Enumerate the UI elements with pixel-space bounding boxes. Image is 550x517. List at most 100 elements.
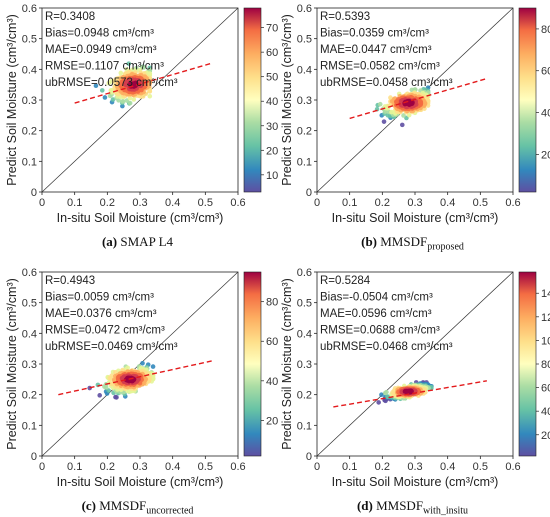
scatter-point [147, 93, 153, 99]
y-axis-label: Predict Soil Moisture (cm³/cm³) [280, 14, 294, 186]
x-tick-label: 0.3 [132, 461, 147, 473]
stats-text: ubRMSE=0.0468 cm³/cm³ [320, 341, 453, 353]
y-tick-label: 0.1 [297, 420, 312, 432]
scatter-point [120, 103, 125, 109]
colorbar-tick-label: 100 [541, 335, 550, 347]
y-tick-label: 0.1 [22, 420, 37, 432]
x-tick-label: 0.4 [440, 197, 455, 209]
panel-0: 00 0.1 0.1 0.2 0.2 0.3 0.3 0.4 0.4 0.5 0.5 0.6 0.6 In… [5, 3, 278, 225]
colorbar-tick-label: 80 [541, 359, 550, 371]
scatter-point [113, 394, 118, 400]
stats-text: Bias=0.0359 cm³/cm³ [320, 28, 429, 40]
x-axis-label: In-situ Soil Moisture (cm³/cm³) [332, 475, 499, 489]
x-tick-label: 0.6 [505, 461, 520, 473]
y-tick-label: 0 [306, 451, 312, 463]
colorbar [518, 7, 537, 193]
x-tick-label: 0.4 [440, 461, 455, 473]
stats-text: RMSE=0.0582 cm³/cm³ [320, 61, 440, 73]
y-tick-label: 0.4 [297, 328, 312, 340]
colorbar [243, 7, 262, 193]
colorbar [518, 271, 537, 457]
y-tick-label: 0.3 [22, 359, 37, 371]
y-tick-label: 0.3 [297, 95, 312, 107]
scatter-point [102, 95, 108, 100]
scatter-point [97, 393, 103, 398]
stats-text: R=0.4943 [45, 275, 95, 287]
stats-text: RMSE=0.0688 cm³/cm³ [320, 325, 440, 337]
y-tick-label: 0.3 [297, 359, 312, 371]
scatter-point [127, 100, 133, 106]
y-tick-label: 0 [31, 187, 37, 199]
x-tick-label: 0.1 [67, 197, 82, 209]
y-tick-label: 0 [306, 187, 312, 199]
scatter-point [106, 388, 111, 393]
x-tick-label: 0.2 [100, 461, 115, 473]
colorbar-tick-label: 50 [266, 72, 278, 84]
y-tick-label: 0.4 [22, 64, 37, 76]
x-tick-label: 0.5 [473, 461, 488, 473]
y-tick-label: 0.4 [22, 328, 37, 340]
scatter-point [126, 61, 132, 66]
stats-text: Bias=0.0059 cm³/cm³ [45, 292, 154, 304]
colorbar [243, 271, 262, 457]
scatter-point [140, 361, 145, 366]
x-tick-label: 0.1 [342, 197, 357, 209]
caption-c: (c) MMSDFuncorrected [81, 498, 194, 517]
stats-text: ubRMSE=0.0458 cm³/cm³ [320, 77, 453, 89]
scatter-point [150, 364, 156, 369]
x-tick-label: 0.1 [67, 461, 82, 473]
panel-1: 00 0.1 0.1 0.2 0.2 0.3 0.3 0.4 0.4 0.5 0.5 0.6 0.6 In… [280, 3, 550, 225]
x-tick-label: 0.2 [100, 197, 115, 209]
y-axis-label: Predict Soil Moisture (cm³/cm³) [5, 14, 19, 186]
x-tick-label: 0.5 [473, 197, 488, 209]
colorbar-tick-label: 40 [266, 96, 278, 108]
stats-text: RMSE=0.1107 cm³/cm³ [45, 61, 164, 73]
stats-text: MAE=0.0447 cm³/cm³ [320, 44, 432, 56]
y-tick-label: 0.5 [297, 298, 312, 310]
x-axis-label: In-situ Soil Moisture (cm³/cm³) [332, 211, 499, 225]
y-tick-label: 0.2 [22, 390, 37, 402]
y-tick-label: 0.5 [297, 34, 312, 46]
scatter-point [110, 97, 116, 102]
stats-text: ubRMSE=0.0469 cm³/cm³ [45, 341, 178, 353]
x-tick-label: 0.6 [505, 197, 520, 209]
colorbar-tick-label: 40 [541, 406, 550, 418]
colorbar-tick-label: 10 [266, 170, 278, 182]
colorbar-tick-label: 20 [541, 149, 550, 161]
x-tick-label: 0.3 [407, 461, 422, 473]
x-tick-label: 0.3 [132, 197, 147, 209]
colorbar-tick-label: 60 [541, 66, 550, 78]
y-axis-label: Predict Soil Moisture (cm³/cm³) [5, 278, 19, 450]
stats-text: R=0.5393 [320, 11, 370, 23]
caption-d: (d) MMSDFwith_insitu [356, 498, 469, 517]
colorbar-tick-label: 20 [266, 415, 278, 427]
x-tick-label: 0 [314, 197, 320, 209]
x-tick-label: 0.5 [198, 461, 213, 473]
y-tick-label: 0.1 [297, 156, 312, 168]
scatter-point [118, 70, 124, 76]
stats-text: MAE=0.0949 cm³/cm³ [45, 44, 157, 56]
y-tick-label: 0.6 [297, 3, 312, 15]
scatter-point [131, 97, 137, 102]
y-tick-label: 0.4 [297, 64, 312, 76]
one-to-one-line [41, 271, 239, 457]
panel-3: 00 0.1 0.1 0.2 0.2 0.3 0.3 0.4 0.4 0.5 0.5 0.6 0.6 In… [280, 267, 550, 489]
scatter-point [406, 389, 411, 394]
colorbar-tick-label: 60 [541, 383, 550, 395]
y-tick-label: 0.6 [22, 3, 37, 15]
stats-text: Bias=0.0948 cm³/cm³ [45, 28, 154, 40]
scatter-point [376, 400, 381, 405]
x-tick-label: 0 [39, 197, 45, 209]
one-to-one-line [316, 271, 514, 457]
y-tick-label: 0.5 [22, 298, 37, 310]
x-tick-label: 0.4 [165, 461, 180, 473]
x-axis-label: In-situ Soil Moisture (cm³/cm³) [57, 211, 224, 225]
colorbar-tick-label: 80 [266, 297, 278, 309]
y-tick-label: 0.1 [22, 156, 37, 168]
scatter-point [141, 65, 146, 70]
y-tick-label: 0 [31, 451, 37, 463]
scatter-point [406, 112, 412, 118]
colorbar-tick-label: 20 [266, 145, 278, 157]
stats-text: MAE=0.0376 cm³/cm³ [45, 308, 157, 320]
x-axis-label: In-situ Soil Moisture (cm³/cm³) [57, 475, 224, 489]
